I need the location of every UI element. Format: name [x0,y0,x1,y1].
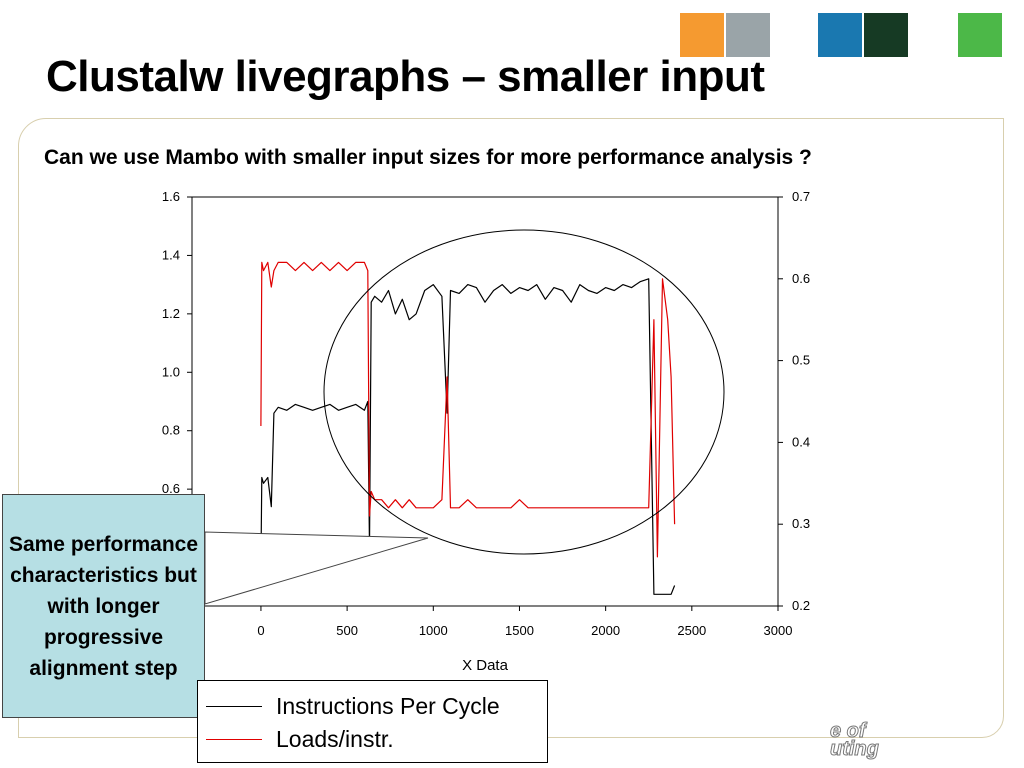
y-right-tick-label: 0.3 [792,516,810,531]
x-tick-label: 2000 [591,623,620,638]
chart-legend: Instructions Per Cycle Loads/instr. [197,680,548,763]
x-tick-label: 3000 [764,623,793,638]
legend-swatch-ipc [206,706,262,707]
y-right-tick-label: 0.2 [792,598,810,613]
orange-square-logo [680,13,724,57]
globe-logo [864,13,908,57]
x-tick-label: 1000 [419,623,448,638]
green-square-logo [958,13,1002,57]
y-left-tick-label: 1.6 [162,189,180,204]
callout-text: Same performance characteristics but wit… [8,532,199,680]
callout-pointer [204,531,429,605]
y-right-tick-label: 0.6 [792,271,810,286]
legend-label-ipc: Instructions Per Cycle [276,693,500,719]
page-title: Clustalw livegraphs – smaller input [46,52,765,101]
plot-area [191,196,779,607]
y-left-tick-label: 0.6 [162,481,180,496]
y-left-tick-label: 1.2 [162,306,180,321]
x-tick-label: 1500 [505,623,534,638]
photo-logo [726,13,770,57]
callout-box: Same performance characteristics but wit… [2,494,205,718]
highlight-ellipse [323,229,725,555]
page-subtitle: Can we use Mambo with smaller input size… [44,146,812,169]
x-axis-label: X Data [462,657,509,674]
legend-swatch-loads [206,739,262,740]
y-right-tick-label: 0.4 [792,434,810,449]
y-right-tick-label: 0.7 [792,189,810,204]
legend-label-loads: Loads/instr. [276,726,394,752]
x-tick-label: 2500 [677,623,706,638]
y-left-tick-label: 1.4 [162,247,180,262]
logo-text: e of uting [830,720,880,760]
x-tick-label: 500 [336,623,358,638]
legend-item-ipc: Instructions Per Cycle [206,693,500,719]
y-left-tick-label: 0.8 [162,423,180,438]
legend-item-loads: Loads/instr. [206,726,394,752]
series-line-loads [260,261,676,558]
y-right-tick-label: 0.5 [792,353,810,368]
series-line-ipc [260,278,676,595]
blue-square-logo [818,13,862,57]
x-tick-label: 0 [257,623,264,638]
y-left-tick-label: 1.0 [162,364,180,379]
